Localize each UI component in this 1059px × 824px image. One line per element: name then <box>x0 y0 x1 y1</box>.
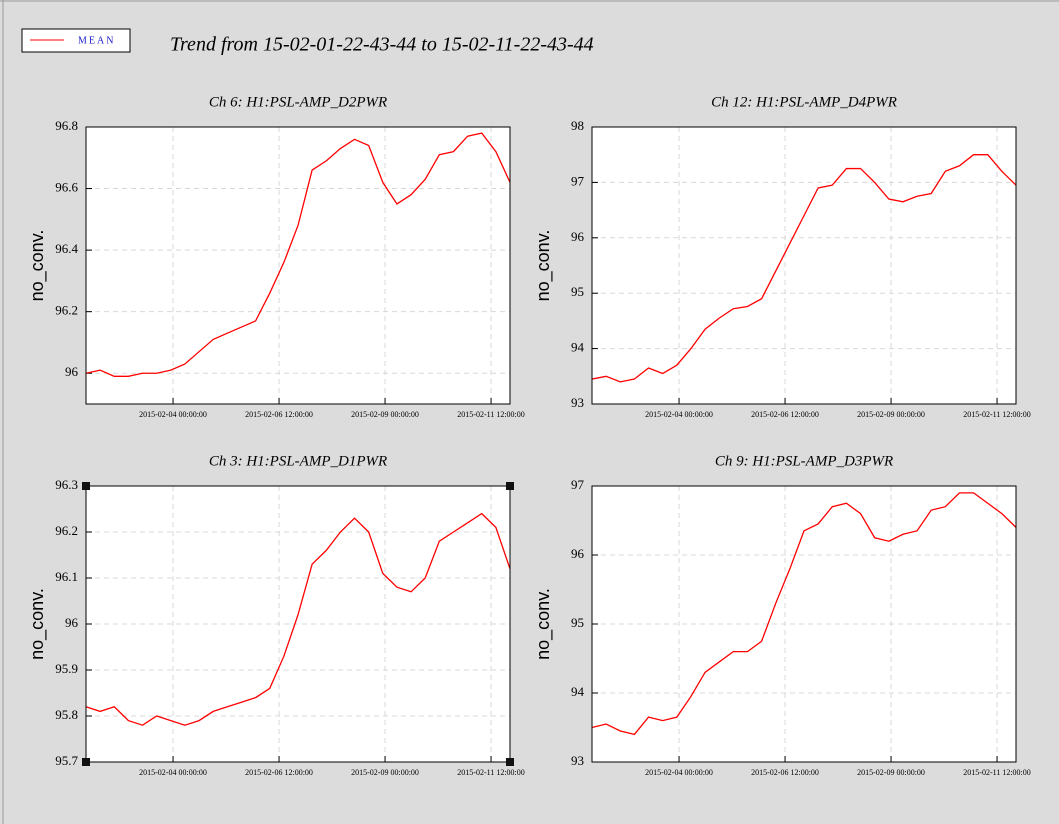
y-tick-label: 93 <box>571 753 584 768</box>
chart-title: Ch 3: H1:PSL-AMP_D1PWR <box>209 453 387 469</box>
x-tick-label: 2015-02-09 00:00:00 <box>857 410 925 419</box>
data-line <box>591 492 1017 736</box>
y-axis-label: no_conv. <box>27 588 48 660</box>
x-tick-label: 2015-02-11 12:00:00 <box>963 410 1030 419</box>
x-tick-label: 2015-02-06 12:00:00 <box>751 768 819 777</box>
y-axis-label: no_conv. <box>533 588 554 660</box>
x-tick-label: 2015-02-06 12:00:00 <box>751 410 819 419</box>
y-tick-label: 97 <box>571 477 585 492</box>
y-tick-label: 94 <box>571 340 585 355</box>
y-tick-label: 96 <box>571 229 585 244</box>
y-tick-label: 96.2 <box>55 523 78 538</box>
x-tick-label: 2015-02-09 00:00:00 <box>351 410 419 419</box>
plot-frame <box>591 485 1017 763</box>
x-tick-label: 2015-02-04 00:00:00 <box>645 410 713 419</box>
x-tick-label: 2015-02-04 00:00:00 <box>139 768 207 777</box>
data-line <box>85 512 511 726</box>
plot-frame <box>591 126 1017 405</box>
selection-handle <box>82 758 90 766</box>
y-tick-label: 96.4 <box>55 241 78 256</box>
y-tick-label: 96.6 <box>55 180 78 195</box>
plot-area <box>592 127 1016 404</box>
y-tick-label: 96.1 <box>55 569 78 584</box>
y-tick-label: 98 <box>571 118 584 133</box>
plot-area <box>86 127 510 404</box>
y-tick-label: 95.8 <box>55 707 78 722</box>
chart-title: Ch 6: H1:PSL-AMP_D2PWR <box>209 94 387 110</box>
x-tick-label: 2015-02-04 00:00:00 <box>645 768 713 777</box>
y-tick-label: 93 <box>571 395 584 410</box>
x-tick-label: 2015-02-11 12:00:00 <box>963 768 1030 777</box>
y-tick-label: 94 <box>571 684 585 699</box>
selection-handle <box>506 758 514 766</box>
y-tick-label: 97 <box>571 173 585 188</box>
y-tick-label: 96 <box>65 364 79 379</box>
x-tick-label: 2015-02-06 12:00:00 <box>245 768 313 777</box>
x-tick-label: 2015-02-11 12:00:00 <box>457 410 524 419</box>
page-title: Trend from 15-02-01-22-43-44 to 15-02-11… <box>170 34 594 56</box>
x-tick-label: 2015-02-04 00:00:00 <box>139 410 207 419</box>
selection-handle <box>82 482 90 490</box>
y-axis-label: no_conv. <box>27 230 48 302</box>
y-tick-label: 95 <box>571 615 584 630</box>
y-tick-label: 95.9 <box>55 661 78 676</box>
y-tick-label: 95.7 <box>55 753 78 768</box>
y-tick-label: 96.3 <box>55 477 78 492</box>
x-tick-label: 2015-02-06 12:00:00 <box>245 410 313 419</box>
plot-frame <box>85 126 511 405</box>
data-line <box>591 154 1017 383</box>
data-line <box>85 132 511 377</box>
x-tick-label: 2015-02-11 12:00:00 <box>457 768 524 777</box>
chart-title: Ch 12: H1:PSL-AMP_D4PWR <box>711 94 897 110</box>
y-tick-label: 96.8 <box>55 118 78 133</box>
x-tick-label: 2015-02-09 00:00:00 <box>857 768 925 777</box>
y-tick-label: 95 <box>571 284 584 299</box>
x-tick-label: 2015-02-09 00:00:00 <box>351 768 419 777</box>
y-axis-label: no_conv. <box>533 230 554 302</box>
legend-box <box>21 28 131 53</box>
y-tick-label: 96 <box>65 615 79 630</box>
y-tick-label: 96.2 <box>55 303 78 318</box>
plot-frame <box>85 485 511 763</box>
selection-handle <box>506 482 514 490</box>
y-tick-label: 96 <box>571 546 585 561</box>
chart-title: Ch 9: H1:PSL-AMP_D3PWR <box>715 453 893 469</box>
legend-label: MEAN <box>78 35 115 46</box>
